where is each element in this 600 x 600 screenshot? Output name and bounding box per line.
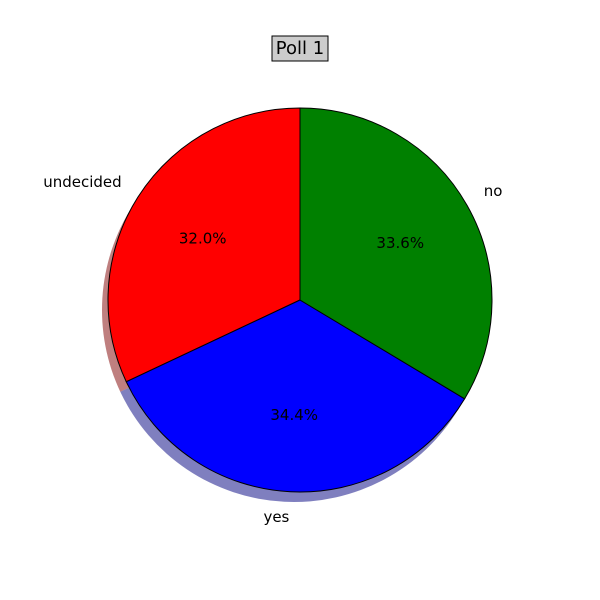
pie-percent-no: 33.6% <box>376 234 424 252</box>
pie-percent-yes: 34.4% <box>270 406 318 424</box>
pie-slices <box>107 107 493 493</box>
pie-percent-undecided: 32.0% <box>179 229 227 247</box>
pie-label-undecided: undecided <box>43 173 121 191</box>
chart-title-box <box>271 35 329 62</box>
pie-label-no: no <box>484 182 503 200</box>
pie-slice-no <box>299 107 493 400</box>
chart-title-group: Poll 1 <box>271 35 329 62</box>
chart-title: Poll 1 <box>276 38 324 59</box>
pie-labels: undecided 32.0% yes 34.4% no 33.6% <box>43 173 502 526</box>
pie-slice-undecided <box>107 107 301 383</box>
pie-label-yes: yes <box>263 508 289 526</box>
pie-slice-yes <box>125 299 466 493</box>
